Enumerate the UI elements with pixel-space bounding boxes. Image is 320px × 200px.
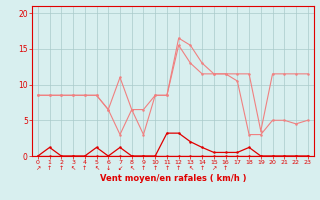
X-axis label: Vent moyen/en rafales ( km/h ): Vent moyen/en rafales ( km/h ) [100,174,246,183]
